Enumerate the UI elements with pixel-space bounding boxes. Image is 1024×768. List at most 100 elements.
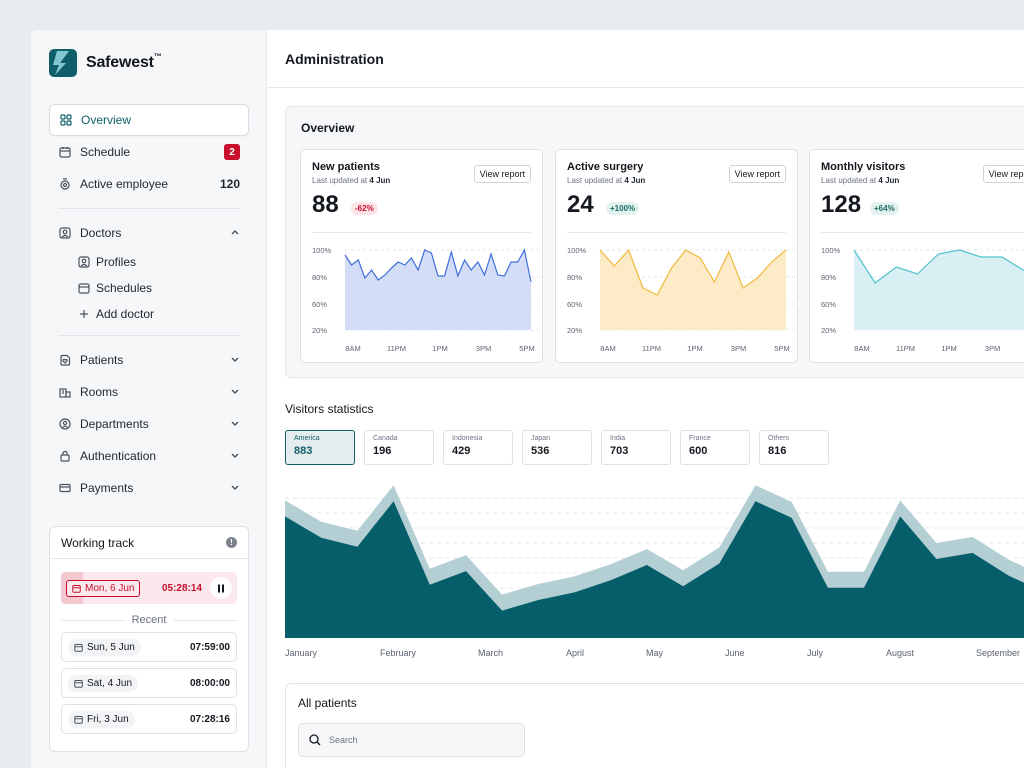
tab-value: 703	[610, 445, 629, 457]
series-area	[345, 250, 531, 330]
subitem-label: Schedules	[96, 281, 153, 295]
page-title: Administration	[285, 50, 384, 67]
x-tick-label: 5PM	[774, 344, 789, 353]
recent-row[interactable]: Sun, 5 Jun 07:59:00	[61, 632, 237, 662]
x-tick-label: 8AM	[600, 344, 615, 353]
recent-date-pill: Fri, 3 Jun	[68, 710, 135, 728]
sidebar-subitem-add-doctor[interactable]: Add doctor	[49, 301, 249, 327]
y-tick-label: 60%	[312, 300, 327, 309]
x-tick-label: 3PM	[476, 344, 491, 353]
sidebar-item-schedule[interactable]: Schedule 2	[49, 136, 249, 168]
series-area	[600, 250, 786, 330]
month-label: June	[725, 648, 745, 658]
tab-india[interactable]: India 703	[601, 430, 671, 465]
y-tick-label: 100%	[821, 246, 841, 255]
y-tick-label: 20%	[821, 326, 836, 335]
all-patients-panel: All patients Search	[285, 683, 1024, 768]
search-placeholder: Search	[329, 735, 358, 745]
calendar-icon	[58, 145, 72, 159]
sidebar-item-rooms[interactable]: Rooms	[49, 376, 249, 408]
tab-france[interactable]: France 600	[680, 430, 750, 465]
chevron-down-icon[interactable]	[230, 385, 240, 399]
plus-icon	[77, 308, 90, 321]
recent-date-pill: Sun, 5 Jun	[68, 638, 141, 656]
tab-canada[interactable]: Canada 196	[364, 430, 434, 465]
sidebar-subitem-schedules[interactable]: Schedules	[49, 275, 249, 301]
overview-title: Overview	[301, 121, 355, 135]
logo[interactable]: Safewest™	[49, 49, 162, 77]
month-axis: January February March April May June July Augu…	[285, 648, 1024, 662]
card-updated: Last updated at 4 Jun	[567, 176, 646, 185]
month-label: September	[976, 648, 1021, 658]
sidebar-item-label: Doctors	[80, 226, 122, 240]
tab-label: Japan	[531, 435, 551, 442]
working-track-card: Working track ! Mon, 6 Jun 05:28:14 Rece…	[49, 526, 249, 752]
stat-card-active-surgery: Active surgery Last updated at 4 Jun Vie…	[555, 149, 798, 363]
sidebar-item-departments[interactable]: Departments	[49, 408, 249, 440]
recent-time: 08:00:00	[189, 677, 230, 689]
card-value: 88	[312, 191, 339, 218]
y-tick-label: 80%	[821, 273, 836, 282]
grid-icon	[59, 113, 73, 127]
change-badge: -62%	[351, 202, 378, 215]
card-updated: Last updated at 4 Jun	[312, 176, 391, 185]
y-tick-label: 80%	[567, 273, 582, 282]
doctor-icon	[58, 226, 72, 240]
search-icon	[309, 734, 321, 746]
tab-indonesia[interactable]: Indonesia 429	[443, 430, 513, 465]
y-tick-label: 100%	[567, 246, 587, 255]
calendar-icon	[74, 643, 83, 652]
pause-button[interactable]	[210, 577, 232, 599]
tab-value: 600	[689, 445, 708, 457]
tab-others[interactable]: Others 816	[759, 430, 829, 465]
view-report-button[interactable]: View report	[728, 165, 786, 183]
change-badge: +64%	[870, 202, 899, 215]
tab-value: 883	[294, 445, 313, 457]
brand-name: Safewest™	[86, 52, 162, 71]
chevron-down-icon[interactable]	[230, 481, 240, 495]
sidebar-item-label: Overview	[81, 113, 132, 127]
y-tick-label: 20%	[567, 326, 582, 335]
sidebar-subitem-profiles[interactable]: Profiles	[49, 249, 249, 275]
sidebar-item-payments[interactable]: Payments	[49, 472, 249, 504]
card-title: Monthly visitors	[821, 161, 906, 173]
recent-row[interactable]: Fri, 3 Jun 07:28:16	[61, 704, 237, 734]
x-tick-label: 1PM	[687, 344, 702, 353]
x-tick-label: 11PM	[642, 344, 661, 353]
active-employee-count: 120	[219, 177, 240, 191]
series-line	[853, 249, 1024, 284]
view-report-button[interactable]: View report	[473, 165, 531, 183]
search-input[interactable]: Search	[298, 723, 525, 757]
info-icon[interactable]: !	[226, 537, 237, 548]
tab-label: France	[689, 435, 711, 442]
tab-japan[interactable]: Japan 536	[522, 430, 592, 465]
card-updated: Last updated at 4 Jun	[821, 176, 900, 185]
tab-label: America	[294, 435, 320, 442]
calendar-icon	[74, 679, 83, 688]
month-label: March	[478, 648, 504, 658]
recent-divider: Recent	[61, 614, 237, 626]
badge-icon	[58, 177, 72, 191]
y-tick-label: 20%	[312, 326, 327, 335]
sidebar-item-overview[interactable]: Overview	[49, 104, 249, 136]
card-icon	[58, 481, 72, 495]
tab-label: Others	[768, 435, 790, 442]
y-tick-label: 80%	[312, 273, 327, 282]
chevron-down-icon[interactable]	[230, 353, 240, 367]
chevron-down-icon[interactable]	[230, 417, 240, 431]
tab-america[interactable]: America 883	[285, 430, 355, 465]
sidebar-item-doctors[interactable]: Doctors	[49, 217, 249, 249]
sidebar-item-active-employee[interactable]: Active employee 120	[49, 168, 249, 200]
sidebar-item-authentication[interactable]: Authentication	[49, 440, 249, 472]
sidebar: Safewest™ Overview Schedule 2 Act	[31, 30, 267, 768]
sidebar-item-patients[interactable]: Patients	[49, 344, 249, 376]
chevron-up-icon[interactable]	[230, 226, 240, 240]
month-label: February	[380, 648, 417, 658]
y-tick-label: 60%	[567, 300, 582, 309]
view-report-button[interactable]: View report	[982, 165, 1024, 183]
chevron-down-icon[interactable]	[230, 449, 240, 463]
series-line	[599, 248, 787, 296]
card-value: 24	[567, 191, 594, 218]
recent-row[interactable]: Sat, 4 Jun 08:00:00	[61, 668, 237, 698]
month-label: January	[285, 648, 318, 658]
